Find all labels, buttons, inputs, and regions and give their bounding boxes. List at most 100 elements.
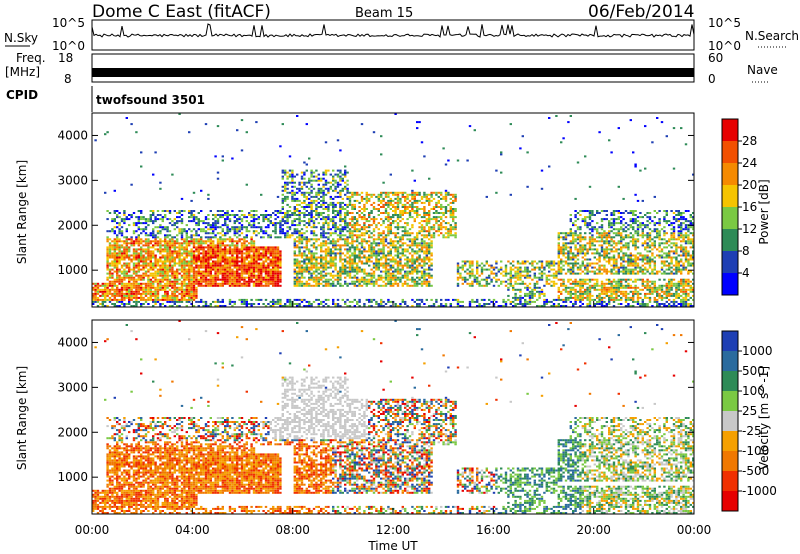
echo-cell [286, 187, 289, 190]
echo-cell [399, 212, 402, 214]
echo-cell [173, 284, 176, 287]
echo-cell [408, 284, 412, 287]
echo-cell [356, 303, 359, 305]
echo-cell [382, 250, 385, 253]
echo-cell [180, 220, 184, 223]
echo-cell [339, 169, 342, 172]
echo-cell [344, 169, 347, 172]
echo-cell [209, 303, 212, 305]
echo-cell [159, 242, 162, 245]
echo-cell [336, 252, 340, 255]
echo-cell [120, 244, 124, 247]
echo-cell [485, 284, 488, 287]
echo-cell [327, 226, 330, 229]
echo-cell [188, 294, 191, 297]
echo-cell [492, 303, 496, 305]
echo-cell [279, 305, 282, 307]
echo-cell [382, 236, 385, 239]
echo-cell [392, 264, 395, 267]
echo-cell [293, 280, 296, 283]
echo-cell [370, 278, 373, 281]
echo-cell [250, 240, 253, 243]
echo-cell [365, 220, 368, 223]
echo-cell [128, 254, 131, 257]
echo-cell [214, 256, 217, 259]
echo-cell [380, 252, 383, 255]
echo-cell [524, 260, 527, 263]
echo-cell [140, 276, 143, 279]
echo-cell [135, 278, 138, 281]
echo-cell [154, 270, 157, 273]
echo-cell [257, 232, 260, 235]
echo-cell [276, 262, 280, 265]
echo-cell [113, 278, 116, 281]
echo-cell [524, 262, 527, 265]
echo-cell [298, 264, 301, 267]
echo-cell [166, 286, 169, 289]
echo-cell [396, 256, 400, 259]
echo-cell [298, 248, 301, 251]
echo-cell [341, 268, 344, 271]
echo-cell [387, 254, 390, 257]
echo-cell [226, 216, 229, 219]
echo-cell [212, 300, 215, 303]
echo-cell [171, 286, 174, 289]
echo-cell [284, 234, 287, 237]
echo-cell [202, 300, 205, 303]
echo-cell [452, 214, 455, 216]
echo-cell [221, 238, 224, 241]
echo-cell [360, 195, 364, 198]
nave-tick-bottom: 0 [708, 72, 716, 86]
echo-cell [425, 268, 428, 271]
echo-cell [320, 232, 323, 235]
echo-cell [348, 250, 352, 253]
echo-cell [192, 274, 196, 277]
echo-cell [240, 214, 244, 216]
echo-cell [260, 274, 263, 277]
echo-cell [276, 250, 280, 253]
echo-cell [142, 216, 145, 219]
echo-cell [341, 177, 344, 180]
echo-cell [195, 260, 198, 263]
echo-cell [320, 177, 323, 180]
echo-cell [394, 193, 397, 196]
echo-cell [413, 266, 416, 269]
echo-cell [507, 288, 510, 291]
echo-cell [214, 250, 217, 253]
echo-cell [272, 254, 275, 257]
echo-cell [389, 274, 392, 277]
echo-cell [118, 230, 121, 233]
echo-cell [183, 290, 186, 293]
echo-cell [332, 270, 335, 273]
echo-cell [473, 278, 476, 281]
echo-cell [116, 280, 119, 283]
echo-cell [257, 276, 260, 279]
echo-cell [192, 290, 196, 293]
echo-cell [428, 305, 431, 307]
echo-cell [320, 236, 323, 239]
echo-cell [312, 244, 316, 247]
echo-cell [312, 179, 316, 182]
echo-cell [300, 246, 304, 249]
echo-cell [113, 288, 116, 291]
echo-cell [164, 294, 167, 297]
echo-cell [204, 284, 208, 287]
echo-cell [183, 282, 186, 285]
echo-cell [514, 282, 517, 285]
echo-cell [344, 303, 347, 305]
echo-cell [176, 288, 179, 291]
echo-cell [257, 284, 260, 287]
echo-cell [353, 262, 356, 265]
echo-cell [168, 248, 172, 251]
echo-cell [404, 262, 407, 265]
echo-cell [171, 298, 174, 301]
echo-cell [360, 244, 364, 247]
echo-cell [207, 240, 210, 243]
echo-cell [132, 222, 136, 225]
echo-cell [353, 208, 356, 210]
echo-cell [106, 298, 109, 301]
echo-cell [327, 305, 330, 307]
echo-cell [209, 250, 212, 253]
echo-cell [447, 210, 450, 212]
echo-cell [495, 280, 498, 283]
